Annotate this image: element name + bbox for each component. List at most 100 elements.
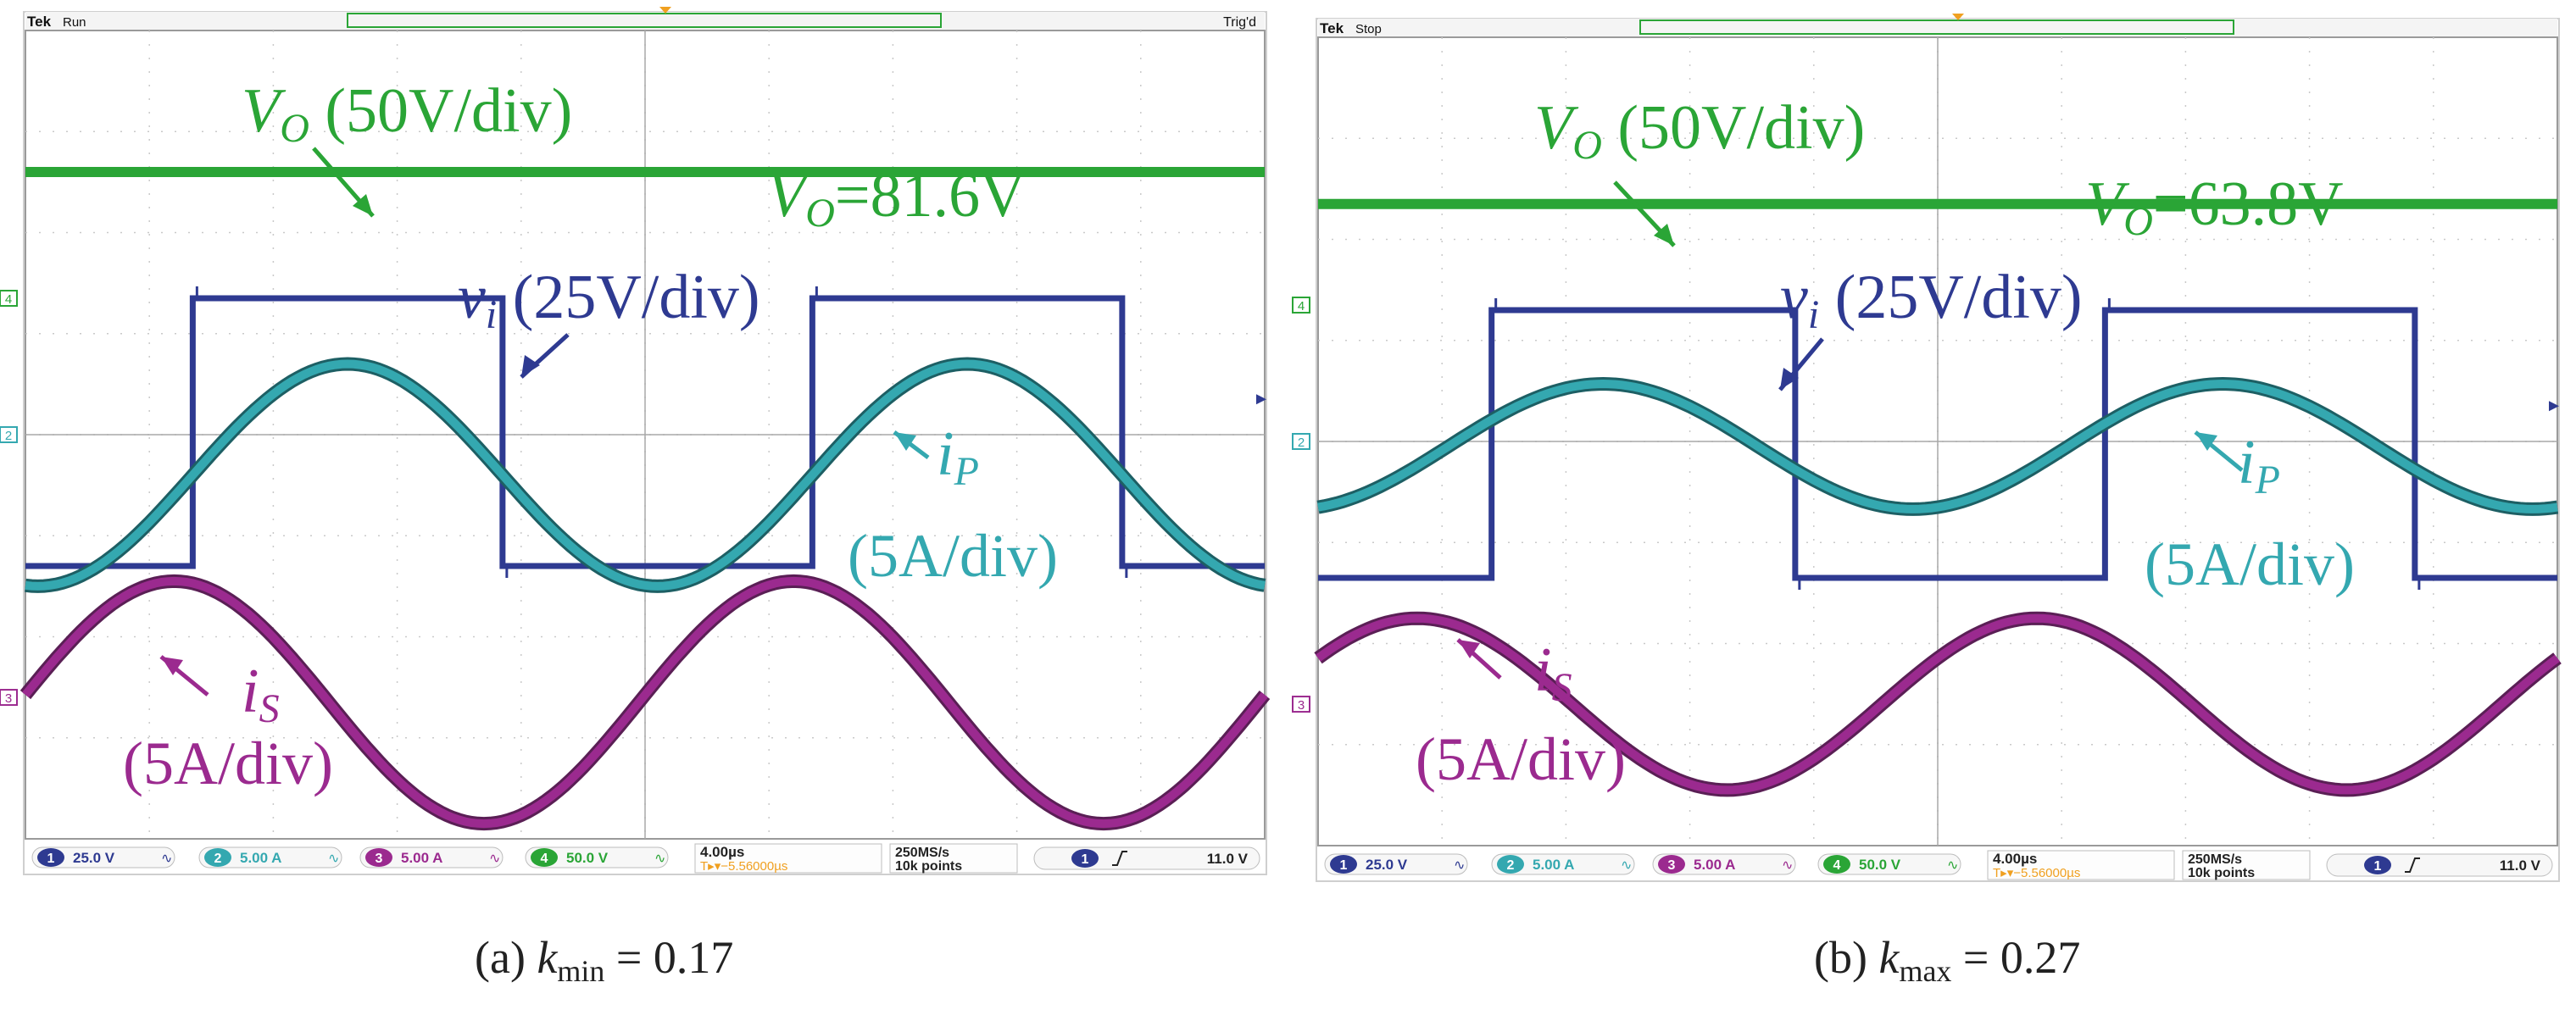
channel-readout-4 (525, 846, 669, 868)
channel-readout-badge (531, 848, 558, 867)
channel-readout-4 (1817, 853, 1961, 875)
trigger-level-marker (2549, 401, 2559, 412)
label-vi-symbol: v (458, 263, 486, 332)
trace-ip (1317, 379, 2558, 513)
trigger-level-value: 11.0 V (2500, 857, 2541, 874)
channel-readout-1 (31, 846, 175, 868)
arrowhead-vo (353, 194, 373, 216)
sample-rate-value: 250MS/s (2188, 852, 2242, 867)
label-vo-symbol: V (242, 76, 287, 146)
arrowhead-vo (1654, 224, 1674, 246)
channel-readout-3 (359, 846, 504, 868)
channel-marker-3 (0, 689, 18, 707)
label-is-symbol: i (1534, 635, 1552, 705)
label-vi: vi (25V/div) (458, 263, 760, 337)
trace-vi (1318, 307, 2557, 581)
panel-caption: (a) kmin = 0.17 (475, 932, 733, 988)
label-vi: vi (25V/div) (1780, 263, 2083, 337)
label-vo-value-number: =63.8V (2153, 169, 2344, 239)
channel-readout-number: 2 (1507, 858, 1515, 873)
label-is-subscript: S (1552, 665, 1572, 710)
trigger-channel-badge (1071, 849, 1099, 868)
sample-rate-box (2182, 850, 2311, 880)
label-is-scale: (5A/div) (1416, 725, 1626, 793)
trigger-channel-badge (2364, 856, 2391, 874)
trigger-level-value: 11.0 V (1207, 851, 1249, 867)
label-vo: VO (50V/div) (242, 76, 572, 151)
arrowhead-is (1458, 640, 1480, 658)
arrowhead-ip (2195, 432, 2217, 451)
label-vi-scale: (25V/div) (497, 263, 759, 332)
label-vo: VO (50V/div) (1534, 93, 1865, 168)
label-vo-value-subscript: O (805, 191, 835, 236)
label-ip: iP (937, 419, 979, 494)
label-is-symbol: i (242, 657, 259, 726)
caption-prefix: (b) (1814, 932, 1878, 983)
timebase-box (694, 843, 882, 874)
channel-readout-bandwidth-icon: ∿ (328, 852, 339, 866)
label-vo-value: VO=63.8V (2085, 169, 2344, 244)
label-vo-subscript: O (1572, 123, 1602, 168)
label-vi-symbol: v (1780, 263, 1808, 332)
channel-readout-number: 2 (214, 852, 222, 866)
channel-readout-value: 5.00 A (240, 850, 281, 866)
channel-readout-bandwidth-icon: ∿ (1782, 858, 1793, 873)
channel-readout-badge (365, 848, 392, 867)
record-length-value: 10k points (2188, 866, 2255, 880)
channel-readout-bandwidth-icon: ∿ (489, 852, 500, 866)
channel-marker-4 (0, 290, 18, 308)
label-vo-value-symbol: V (767, 161, 812, 230)
channel-readout-badge (1330, 855, 1357, 874)
label-vo-value: VO=81.6V (767, 161, 1026, 236)
record-window-bar (1639, 19, 2234, 35)
channel-readout-badge (1497, 855, 1524, 874)
label-ip-scale: (5A/div) (848, 522, 1058, 590)
trigger-position-value: T▸▾−5.56000µs (700, 859, 787, 874)
label-ip-scale: (5A/div) (2145, 530, 2355, 598)
channel-readout-value: 5.00 A (401, 850, 442, 866)
channel-readout-badge (1823, 855, 1850, 874)
channel-readout-value: 5.00 A (1694, 857, 1735, 873)
arrowhead-vi (521, 355, 540, 377)
channel-readout-badge (37, 848, 64, 867)
trigger-position-marker (1952, 14, 1964, 20)
record-window-bar (347, 13, 942, 28)
status-state: Run (63, 15, 86, 30)
caption-subscript: min (557, 954, 604, 988)
status-bar (25, 12, 1265, 31)
channel-marker-label: 3 (5, 691, 12, 706)
channel-readout-2 (1491, 853, 1635, 875)
label-is: iS (1534, 635, 1572, 710)
caption-variable: k (1878, 932, 1900, 983)
channel-readout-3 (1652, 853, 1796, 875)
channel-readout-value: 5.00 A (1533, 857, 1574, 873)
channel-readout-badge (204, 848, 231, 867)
trigger-position-value: T▸▾−5.56000µs (1993, 866, 2080, 880)
label-vo-value-number: =81.6V (835, 161, 1026, 230)
arrowhead-vi (1780, 368, 1799, 390)
trigger-slope-icon (2405, 857, 2420, 873)
channel-marker-label: 4 (1298, 299, 1305, 314)
channel-marker-label: 2 (1298, 436, 1305, 450)
trigger-status: Trig'd (1223, 15, 1256, 30)
channel-marker-2 (0, 426, 18, 443)
label-vo-value-subscript: O (2123, 199, 2153, 244)
trace-is (22, 576, 1268, 829)
channel-readout-value: 25.0 V (73, 850, 115, 866)
caption-value: = 0.17 (604, 932, 733, 983)
channel-readout-number: 1 (47, 852, 55, 866)
trace-vi (25, 295, 1265, 569)
label-vi-scale: (25V/div) (1819, 263, 2082, 332)
label-ip-symbol: i (2238, 428, 2256, 497)
caption-variable: k (537, 932, 558, 983)
channel-readout-2 (198, 846, 342, 868)
channel-readout-value: 50.0 V (566, 850, 609, 866)
channel-marker-label: 3 (1298, 698, 1305, 713)
label-vi-subscript: i (1808, 292, 1819, 337)
timebase-value: 4.00µs (1993, 851, 2037, 867)
panel-caption: (b) kmax = 0.27 (1814, 932, 2080, 988)
channel-readout-number: 3 (1668, 858, 1676, 873)
